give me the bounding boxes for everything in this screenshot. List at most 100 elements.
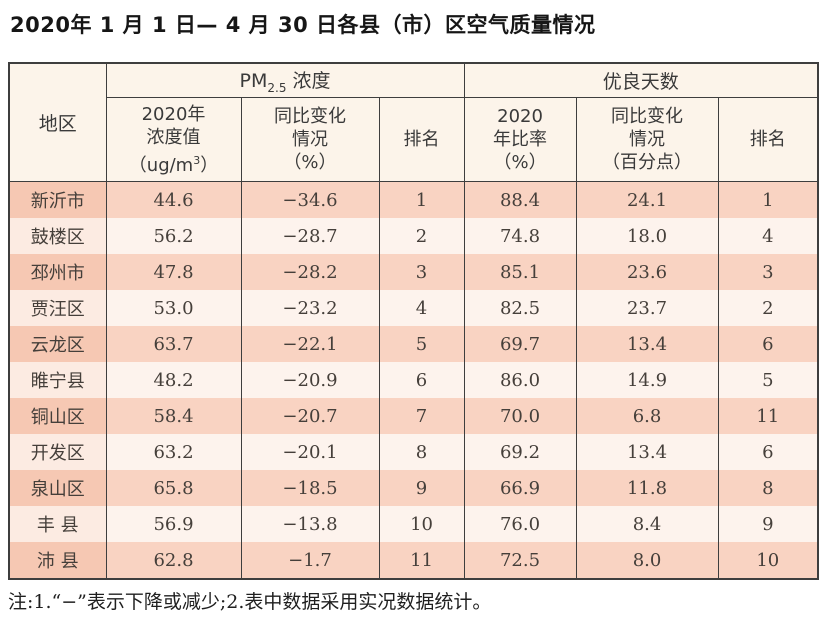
days-change-cell: 24.1	[575, 181, 719, 218]
days-rank-cell: 6	[717, 326, 819, 362]
pm-change-cell: −34.6	[240, 181, 380, 218]
pm-value-cell: 44.6	[105, 181, 242, 218]
pm25-label-prefix: PM	[239, 70, 268, 93]
page-title: 2020年 1 月 1 日— 4 月 30 日各县（市）区空气质量情况	[10, 13, 596, 37]
table-body: 新沂市 44.6 −34.6 1 88.4 24.1 1 鼓楼区 56.2 −28.7 2 74.8 1…	[8, 181, 819, 579]
pm-value-cell: 63.7	[105, 326, 242, 362]
days-change-cell: 23.7	[575, 290, 719, 326]
pm-rank-cell: 5	[378, 326, 465, 362]
days-change-cell: 11.8	[575, 470, 719, 506]
pm-rank-cell: 7	[378, 398, 465, 434]
days-change-cell: 8.4	[575, 506, 719, 542]
pm-value-cell: 47.8	[105, 254, 242, 290]
pm-change-column-header: 同比变化 情况 （%）	[240, 97, 380, 182]
table-row: 泉山区 65.8 −18.5 9 66.9 11.8 8	[8, 470, 819, 506]
pm-value-header-unit: （ug/m3）	[128, 153, 219, 176]
days-rank-cell: 9	[717, 506, 819, 542]
table-row: 邳州市 47.8 −28.2 3 85.1 23.6 3	[8, 254, 819, 290]
pm-change-cell: −1.7	[240, 542, 380, 579]
table-row: 贾汪区 53.0 −23.2 4 82.5 23.7 2	[8, 290, 819, 326]
days-rate-cell: 86.0	[463, 362, 577, 398]
pm-value-cell: 53.0	[105, 290, 242, 326]
region-cell: 贾汪区	[8, 290, 107, 326]
days-rate-cell: 76.0	[463, 506, 577, 542]
region-cell: 鼓楼区	[8, 218, 107, 254]
pm-value-cell: 62.8	[105, 542, 242, 579]
days-change-cell: 23.6	[575, 254, 719, 290]
pm-change-header-line3: （%）	[283, 152, 337, 173]
pm-change-cell: −13.8	[240, 506, 380, 542]
pm-rank-column-header: 排名	[378, 97, 465, 182]
pm25-label-subscript: 2.5	[267, 80, 287, 95]
days-rate-header-line1: 2020	[497, 106, 543, 127]
table-row: 新沂市 44.6 −34.6 1 88.4 24.1 1	[8, 181, 819, 218]
pm-change-cell: −28.7	[240, 218, 380, 254]
pm-change-cell: −18.5	[240, 470, 380, 506]
region-cell: 铜山区	[8, 398, 107, 434]
pm-rank-cell: 11	[378, 542, 465, 579]
days-rank-cell: 2	[717, 290, 819, 326]
days-rate-header-line3: （%）	[493, 152, 547, 173]
days-change-cell: 8.0	[575, 542, 719, 579]
region-column-header: 地区	[8, 63, 107, 182]
days-rate-cell: 74.8	[463, 218, 577, 254]
table-row: 开发区 63.2 −20.1 8 69.2 13.4 6	[8, 434, 819, 470]
days-change-cell: 13.4	[575, 326, 719, 362]
days-change-cell: 18.0	[575, 218, 719, 254]
region-cell: 云龙区	[8, 326, 107, 362]
days-rank-cell: 4	[717, 218, 819, 254]
pm-rank-cell: 6	[378, 362, 465, 398]
group-header-row: 地区 PM2.5 浓度 优良天数	[8, 63, 819, 182]
days-rank-cell: 6	[717, 434, 819, 470]
pm-value-column-header: 2020年 浓度值 （ug/m3）	[105, 97, 242, 182]
region-cell: 新沂市	[8, 181, 107, 218]
pm-change-header-line2: 情况	[292, 129, 328, 150]
pm-rank-cell: 2	[378, 218, 465, 254]
pm-rank-cell: 4	[378, 290, 465, 326]
days-rank-cell: 10	[717, 542, 819, 579]
pm25-group-header: PM2.5 浓度	[105, 63, 465, 98]
table-header: 地区 PM2.5 浓度 优良天数 2020年 浓度值 （ug/m3） 同比变化 …	[8, 63, 819, 182]
days-change-header-line2: 情况	[629, 129, 666, 150]
days-rank-cell: 3	[717, 254, 819, 290]
pm-change-cell: −20.1	[240, 434, 380, 470]
air-quality-table: 地区 PM2.5 浓度 优良天数 2020年 浓度值 （ug/m3） 同比变化 …	[8, 62, 820, 580]
table-row: 云龙区 63.7 −22.1 5 69.7 13.4 6	[8, 326, 819, 362]
days-rate-cell: 69.7	[463, 326, 577, 362]
pm-change-cell: −20.9	[240, 362, 380, 398]
days-rank-cell: 11	[717, 398, 819, 434]
days-change-column-header: 同比变化 情况 （百分点）	[575, 97, 719, 182]
table-row: 睢宁县 48.2 −20.9 6 86.0 14.9 5	[8, 362, 819, 398]
days-rate-column-header: 2020 年比率 （%）	[463, 97, 577, 182]
days-rate-cell: 66.9	[463, 470, 577, 506]
days-change-cell: 13.4	[575, 434, 719, 470]
pm-value-header-line2: 浓度值	[146, 126, 201, 148]
days-rank-cell: 8	[717, 470, 819, 506]
footnote: 注:1.“−”表示下降或减少;2.表中数据采用实况数据统计。	[8, 591, 492, 613]
pm-value-cell: 56.2	[105, 218, 242, 254]
days-rate-cell: 88.4	[463, 181, 577, 218]
days-rate-cell: 69.2	[463, 434, 577, 470]
pm-rank-cell: 9	[378, 470, 465, 506]
days-change-cell: 6.8	[575, 398, 719, 434]
pm-value-cell: 65.8	[105, 470, 242, 506]
pm-change-cell: −28.2	[240, 254, 380, 290]
pm-rank-cell: 8	[378, 434, 465, 470]
pm25-label-suffix: 浓度	[286, 70, 331, 93]
pm-value-cell: 58.4	[105, 398, 242, 434]
pm-value-cell: 48.2	[105, 362, 242, 398]
days-rank-cell: 1	[717, 181, 819, 218]
region-cell: 睢宁县	[8, 362, 107, 398]
pm-change-cell: −23.2	[240, 290, 380, 326]
days-rate-cell: 82.5	[463, 290, 577, 326]
pm-value-cell: 56.9	[105, 506, 242, 542]
region-cell: 丰 县	[8, 506, 107, 542]
table-row: 沛 县 62.8 −1.7 11 72.5 8.0 10	[8, 542, 819, 579]
pm-change-cell: −22.1	[240, 326, 380, 362]
days-change-header-line1: 同比变化	[611, 106, 684, 127]
pm-rank-cell: 1	[378, 181, 465, 218]
pm-value-header-line1: 2020年	[141, 103, 206, 125]
good-days-group-header: 优良天数	[463, 63, 819, 98]
sub-header-row: 2020年 浓度值 （ug/m3） 同比变化 情况 （%） 排名 2020 年比…	[9, 97, 819, 182]
pm-change-cell: −20.7	[240, 398, 380, 434]
